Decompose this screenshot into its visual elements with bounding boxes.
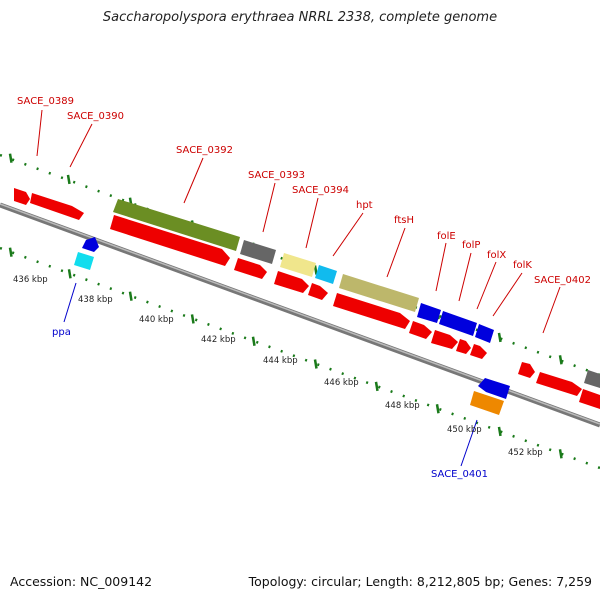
major-tick — [313, 265, 318, 275]
gene-ftsh[interactable] — [339, 274, 419, 312]
gene-red-6[interactable] — [409, 321, 432, 339]
label-sace-0392[interactable]: SACE_0392 — [176, 145, 233, 156]
kbp-label: 436 kbp — [13, 275, 48, 285]
major-tick — [558, 449, 563, 459]
major-tick — [8, 153, 13, 163]
kbp-label: 448 kbp — [385, 401, 420, 411]
label-sace-0401[interactable]: SACE_0401 — [431, 469, 488, 480]
gene-red-1[interactable] — [110, 215, 230, 266]
gene-sace-0389[interactable] — [14, 188, 30, 205]
label-hpt[interactable]: hpt — [356, 200, 373, 211]
label-folx[interactable]: folX — [487, 250, 506, 261]
gene-red-2[interactable] — [234, 258, 267, 279]
major-tick — [497, 332, 502, 343]
label-sace-0394[interactable]: SACE_0394 — [292, 185, 349, 196]
label-folk[interactable]: folK — [513, 260, 532, 271]
label-sace-0393[interactable]: SACE_0393 — [248, 170, 305, 181]
genome-title: Saccharopolyspora erythraea NRRL 2338, c… — [102, 10, 498, 25]
gene-red-8[interactable] — [456, 339, 471, 354]
genome-summary: Topology: circular; Length: 8,212,805 bp… — [248, 574, 592, 589]
gene-blue-left[interactable] — [82, 237, 99, 252]
major-tick — [190, 314, 195, 324]
kbp-label: 438 kbp — [78, 295, 113, 305]
kbp-label: 452 kbp — [508, 448, 543, 458]
gene-ppa[interactable] — [74, 252, 94, 270]
major-tick — [67, 269, 72, 279]
genome-backbone — [0, 202, 600, 428]
label-sace-0389[interactable]: SACE_0389 — [17, 96, 74, 107]
label-sace-0402[interactable]: SACE_0402 — [534, 275, 591, 286]
gene-folp[interactable] — [439, 311, 477, 336]
features-lower — [110, 215, 600, 409]
gene-labels-top: SACE_0389 SACE_0390 SACE_0392 SACE_0393 … — [17, 96, 591, 286]
gene-sace-0390[interactable] — [30, 193, 84, 220]
gene-red-4[interactable] — [308, 283, 328, 300]
kbp-label: 442 kbp — [201, 335, 236, 345]
kbp-label: 446 kbp — [324, 378, 359, 388]
gene-sace-0393[interactable] — [240, 240, 276, 264]
gene-fole[interactable] — [417, 303, 441, 323]
major-ticks — [8, 153, 563, 459]
gene-sace-0392[interactable] — [113, 199, 240, 251]
gene-folk[interactable] — [518, 362, 535, 378]
gene-red-7[interactable] — [431, 330, 458, 349]
gene-red-3[interactable] — [274, 271, 309, 293]
label-ftsh[interactable]: ftsH — [394, 215, 414, 226]
gene-hpt[interactable] — [315, 265, 337, 284]
major-tick — [435, 404, 440, 414]
major-tick — [497, 426, 502, 437]
major-tick — [313, 359, 318, 369]
genome-backbone-highlight — [0, 203, 600, 425]
gene-sace-0394[interactable] — [280, 253, 316, 277]
kbp-label: 450 kbp — [447, 425, 482, 435]
major-tick — [558, 355, 563, 365]
kbp-label: 444 kbp — [263, 356, 298, 366]
gene-red-5[interactable] — [333, 293, 410, 329]
major-tick — [128, 291, 133, 301]
gene-sace-0401[interactable] — [470, 391, 504, 415]
major-tick — [374, 381, 379, 392]
major-tick — [66, 174, 71, 185]
features-below — [74, 237, 510, 415]
gene-blue-right[interactable] — [478, 378, 510, 399]
kbp-labels: 436 kbp 438 kbp 440 kbp 442 kbp 444 kbp … — [13, 275, 543, 458]
gene-right-gray[interactable] — [584, 370, 600, 388]
label-ppa[interactable]: ppa — [52, 327, 71, 338]
gene-sace-0402[interactable] — [536, 372, 582, 396]
major-tick — [8, 247, 13, 257]
leader-lines-bottom — [63, 282, 478, 467]
features-upper — [14, 188, 600, 396]
gene-red-9[interactable] — [470, 344, 487, 359]
label-sace-0390[interactable]: SACE_0390 — [67, 111, 124, 122]
accession-label: Accession: NC_009142 — [10, 574, 153, 589]
gene-labels-bottom: ppa SACE_0401 — [52, 327, 488, 480]
label-folp[interactable]: folP — [462, 240, 480, 251]
leader-lines-top — [36, 109, 561, 334]
label-fole[interactable]: folE — [437, 231, 456, 242]
gene-folx[interactable] — [475, 324, 494, 343]
gene-red-10[interactable] — [579, 389, 600, 409]
major-tick — [251, 336, 256, 346]
kbp-label: 440 kbp — [139, 315, 174, 325]
